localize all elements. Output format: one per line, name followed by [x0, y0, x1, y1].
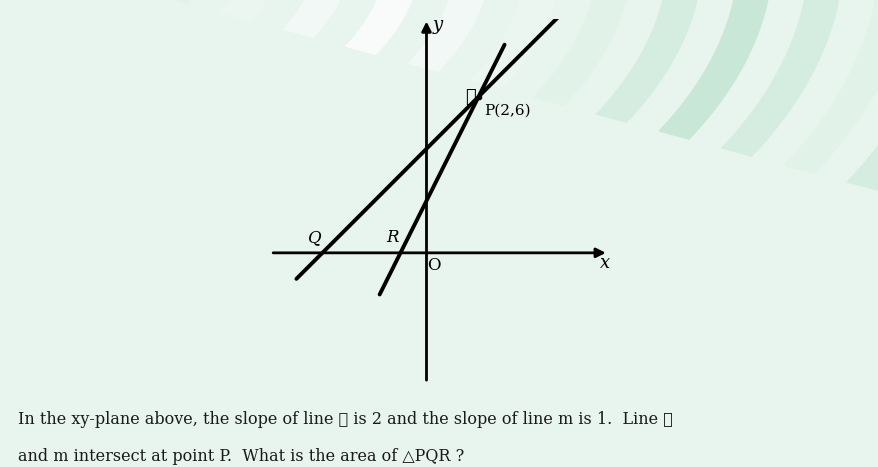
Text: and m intersect at point P.  What is the area of △PQR ?: and m intersect at point P. What is the … [18, 448, 464, 465]
Text: ℓ: ℓ [465, 88, 476, 106]
Polygon shape [0, 0, 878, 174]
Polygon shape [0, 0, 878, 191]
Text: x: x [599, 255, 609, 272]
Polygon shape [0, 0, 492, 72]
Polygon shape [0, 0, 878, 361]
Text: In the xy-plane above, the slope of line ℓ is 2 and the slope of line m is 1.  L: In the xy-plane above, the slope of line… [18, 411, 672, 428]
Polygon shape [0, 0, 878, 343]
Polygon shape [0, 0, 421, 55]
Polygon shape [0, 0, 878, 326]
Polygon shape [0, 0, 878, 310]
Text: y: y [433, 16, 443, 34]
Polygon shape [0, 0, 878, 276]
Text: R: R [385, 229, 399, 247]
Polygon shape [0, 0, 878, 259]
Polygon shape [0, 0, 351, 38]
Polygon shape [0, 0, 702, 123]
Polygon shape [0, 0, 562, 89]
Polygon shape [0, 0, 281, 21]
Polygon shape [0, 0, 878, 225]
Text: O: O [427, 257, 440, 274]
Polygon shape [0, 0, 632, 106]
Text: P(2,6): P(2,6) [483, 104, 529, 118]
Polygon shape [0, 0, 878, 208]
Text: Q: Q [308, 229, 321, 247]
Polygon shape [0, 0, 878, 292]
Polygon shape [0, 0, 773, 140]
Polygon shape [0, 0, 211, 4]
Polygon shape [0, 0, 878, 241]
Polygon shape [0, 0, 843, 157]
